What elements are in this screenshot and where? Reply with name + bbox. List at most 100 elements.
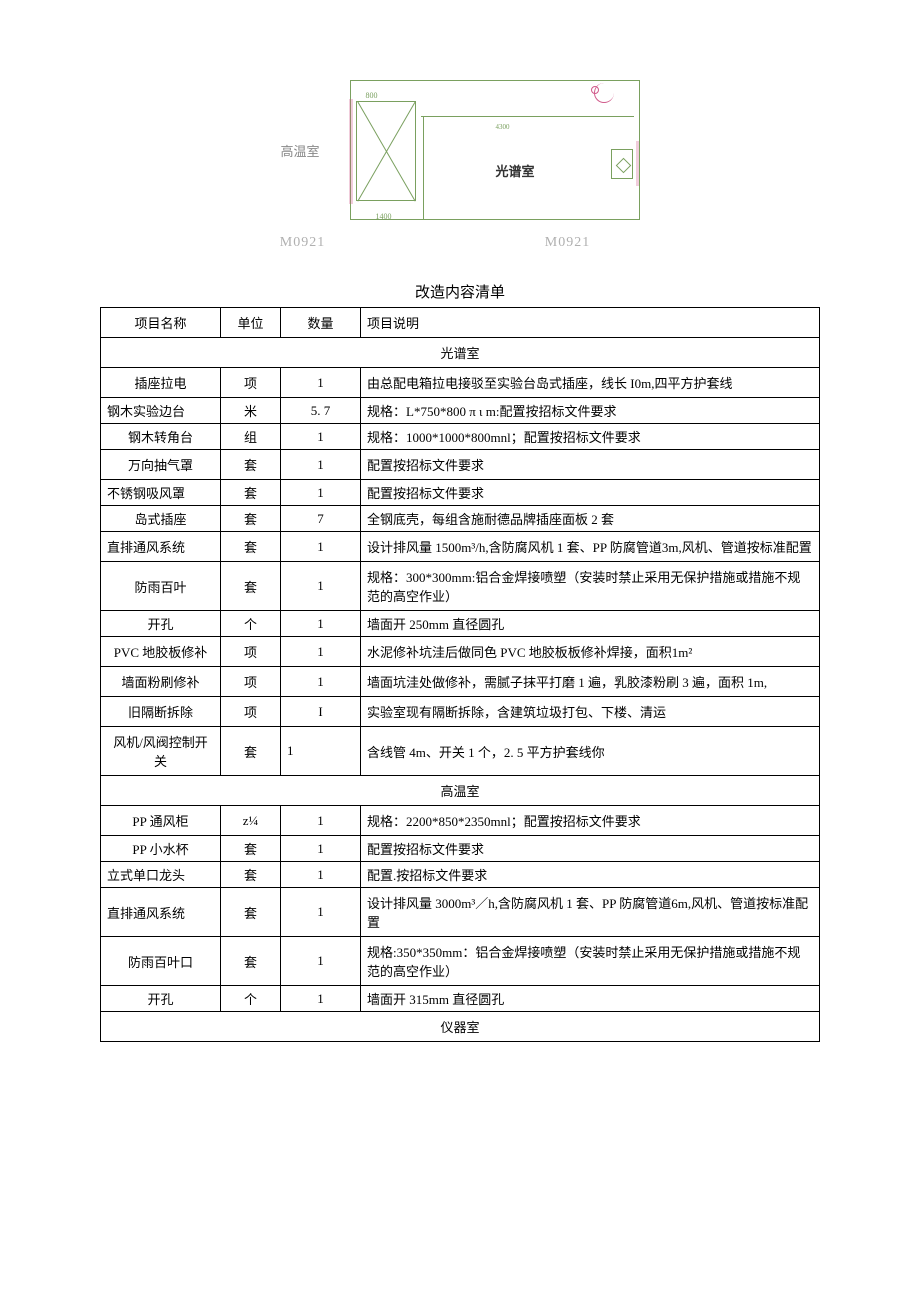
cell-unit: 个 bbox=[221, 986, 281, 1012]
section-title: 光谱室 bbox=[101, 338, 820, 368]
cell-qty: 1 bbox=[281, 532, 361, 562]
cell-unit: 套 bbox=[221, 937, 281, 986]
cell-name: 开孔 bbox=[101, 611, 221, 637]
cell-unit: 个 bbox=[221, 611, 281, 637]
cell-desc: 配置按招标文件要求 bbox=[361, 450, 820, 480]
cell-name: 防雨百叶 bbox=[101, 562, 221, 611]
cell-unit: 套 bbox=[221, 506, 281, 532]
cell-qty: 1 bbox=[281, 562, 361, 611]
cell-qty: 1 bbox=[281, 986, 361, 1012]
header-unit: 单位 bbox=[221, 308, 281, 338]
cell-unit: 项 bbox=[221, 697, 281, 727]
table-row: 不锈钢吸风罩套1配置按招标文件要求 bbox=[101, 480, 820, 506]
dimension-top: 800 bbox=[366, 91, 378, 100]
cell-name: 钢木转角台 bbox=[101, 424, 221, 450]
cell-qty: 1 bbox=[281, 937, 361, 986]
cell-qty: 1 bbox=[281, 368, 361, 398]
cell-qty: 1 bbox=[281, 637, 361, 667]
table-row: 钢木实验边台米5. 7规格：L*750*800 π ι m:配置按招标文件要求 bbox=[101, 398, 820, 424]
cell-desc: 配置按招标文件要求 bbox=[361, 480, 820, 506]
table-row: 风机/风阀控制开关套1含线管 4m、开关 1 个，2. 5 平方护套线你 bbox=[101, 727, 820, 776]
room-name-label: 光谱室 bbox=[496, 161, 535, 180]
cell-desc: 规格：2200*850*2350mnl；配置按招标文件要求 bbox=[361, 806, 820, 836]
cell-qty: 1 bbox=[281, 450, 361, 480]
table-row: 钢木转角台组1规格：1000*1000*800mnl；配置按招标文件要求 bbox=[101, 424, 820, 450]
table-row: 开孔个1墙面开 315mm 直径圆孔 bbox=[101, 986, 820, 1012]
cell-unit: 套 bbox=[221, 532, 281, 562]
cell-qty: 1 bbox=[281, 836, 361, 862]
cell-unit: 套 bbox=[221, 480, 281, 506]
model-right: M0921 bbox=[545, 235, 590, 251]
cell-name: 万向抽气罩 bbox=[101, 450, 221, 480]
section-title: 高温室 bbox=[101, 776, 820, 806]
floor-plan-diagram: 高温室 光谱室 800 4300 1400 bbox=[100, 80, 820, 220]
cell-desc: 配置按招标文件要求 bbox=[361, 836, 820, 862]
cell-desc: 设计排风量 1500m³/h,含防腐风机 1 套、PP 防腐管道3m,风机、管道… bbox=[361, 532, 820, 562]
cell-desc: 全钢底壳，每组含施耐德品牌插座面板 2 套 bbox=[361, 506, 820, 532]
cell-desc: 设计排风量 3000m³／h,含防腐风机 1 套、PP 防腐管道6m,风机、管道… bbox=[361, 888, 820, 937]
cell-desc: 规格：1000*1000*800mnl；配置按招标文件要求 bbox=[361, 424, 820, 450]
cell-qty: 1 bbox=[281, 611, 361, 637]
table-row: 墙面粉刷修补项1墙面坑洼处做修补，需腻子抹平打磨 1 遍，乳胶漆粉刷 3 遍，面… bbox=[101, 667, 820, 697]
header-desc: 项目说明 bbox=[361, 308, 820, 338]
cell-unit: 套 bbox=[221, 862, 281, 888]
cell-name: PP 通风柜 bbox=[101, 806, 221, 836]
table-row: 插座拉电项1由总配电箱拉电接驳至实验台岛式插座，线长 I0m,四平方护套线 bbox=[101, 368, 820, 398]
header-qty: 数量 bbox=[281, 308, 361, 338]
left-room-label: 高温室 bbox=[280, 141, 319, 160]
content-table: 项目名称 单位 数量 项目说明 光谱室插座拉电项1由总配电箱拉电接驳至实验台岛式… bbox=[100, 307, 820, 1042]
section-header: 高温室 bbox=[101, 776, 820, 806]
cell-name: 岛式插座 bbox=[101, 506, 221, 532]
cell-unit: 米 bbox=[221, 398, 281, 424]
cell-name: 旧隔断拆除 bbox=[101, 697, 221, 727]
cell-desc: 含线管 4m、开关 1 个，2. 5 平方护套线你 bbox=[361, 727, 820, 776]
cell-unit: 套 bbox=[221, 888, 281, 937]
cell-name: PVC 地胶板修补 bbox=[101, 637, 221, 667]
cell-desc: 墙面开 250mm 直径圆孔 bbox=[361, 611, 820, 637]
cell-name: 不锈钢吸风罩 bbox=[101, 480, 221, 506]
table-row: 直排通风系统套1设计排风量 1500m³/h,含防腐风机 1 套、PP 防腐管道… bbox=[101, 532, 820, 562]
table-row: 立式单口龙头套1配置.按招标文件要求 bbox=[101, 862, 820, 888]
section-title: 仪器室 bbox=[101, 1012, 820, 1042]
model-left: M0921 bbox=[280, 235, 325, 251]
table-row: PVC 地胶板修补项1水泥修补坑洼后做同色 PVC 地胶板板修补焊接，面积1m² bbox=[101, 637, 820, 667]
cell-qty: 1 bbox=[281, 727, 361, 776]
cell-name: 开孔 bbox=[101, 986, 221, 1012]
cell-qty: 1 bbox=[281, 806, 361, 836]
cell-unit: 套 bbox=[221, 450, 281, 480]
cell-desc: 配置.按招标文件要求 bbox=[361, 862, 820, 888]
table-row: 直排通风系统套1设计排风量 3000m³／h,含防腐风机 1 套、PP 防腐管道… bbox=[101, 888, 820, 937]
header-name: 项目名称 bbox=[101, 308, 221, 338]
cell-unit: 项 bbox=[221, 368, 281, 398]
cell-desc: 墙面坑洼处做修补，需腻子抹平打磨 1 遍，乳胶漆粉刷 3 遍，面积 1m, bbox=[361, 667, 820, 697]
cell-unit: 项 bbox=[221, 637, 281, 667]
floor-plan-box: 光谱室 800 4300 1400 bbox=[350, 80, 640, 220]
cell-unit: z¼ bbox=[221, 806, 281, 836]
table-row: PP 通风柜z¼1规格：2200*850*2350mnl；配置按招标文件要求 bbox=[101, 806, 820, 836]
cell-desc: 规格：300*300mm:铝合金焊接喷塑（安装时禁止采用无保护措施或措施不规范的… bbox=[361, 562, 820, 611]
cell-name: 直排通风系统 bbox=[101, 532, 221, 562]
cell-name: 风机/风阀控制开关 bbox=[101, 727, 221, 776]
cell-name: 插座拉电 bbox=[101, 368, 221, 398]
cell-desc: 规格:350*350mm：铝合金焊接喷塑（安装时禁止采用无保护措施或措施不规范的… bbox=[361, 937, 820, 986]
cell-qty: 7 bbox=[281, 506, 361, 532]
cell-unit: 套 bbox=[221, 562, 281, 611]
table-row: 万向抽气罩套1配置按招标文件要求 bbox=[101, 450, 820, 480]
cell-name: 直排通风系统 bbox=[101, 888, 221, 937]
cell-qty: 1 bbox=[281, 480, 361, 506]
cell-unit: 套 bbox=[221, 836, 281, 862]
cell-name: PP 小水杯 bbox=[101, 836, 221, 862]
cell-desc: 由总配电箱拉电接驳至实验台岛式插座，线长 I0m,四平方护套线 bbox=[361, 368, 820, 398]
table-row: 旧隔断拆除项I实验室现有隔断拆除，含建筑垃圾打包、下楼、清运 bbox=[101, 697, 820, 727]
section-header: 光谱室 bbox=[101, 338, 820, 368]
cell-desc: 实验室现有隔断拆除，含建筑垃圾打包、下楼、清运 bbox=[361, 697, 820, 727]
cell-desc: 墙面开 315mm 直径圆孔 bbox=[361, 986, 820, 1012]
dimension-bottom: 1400 bbox=[376, 212, 392, 221]
cell-desc: 水泥修补坑洼后做同色 PVC 地胶板板修补焊接，面积1m² bbox=[361, 637, 820, 667]
dimension-top2: 4300 bbox=[496, 123, 510, 131]
cell-name: 墙面粉刷修补 bbox=[101, 667, 221, 697]
cell-name: 防雨百叶口 bbox=[101, 937, 221, 986]
cell-qty: 1 bbox=[281, 424, 361, 450]
cell-desc: 规格：L*750*800 π ι m:配置按招标文件要求 bbox=[361, 398, 820, 424]
model-number-row: M0921 M0921 bbox=[220, 235, 700, 251]
